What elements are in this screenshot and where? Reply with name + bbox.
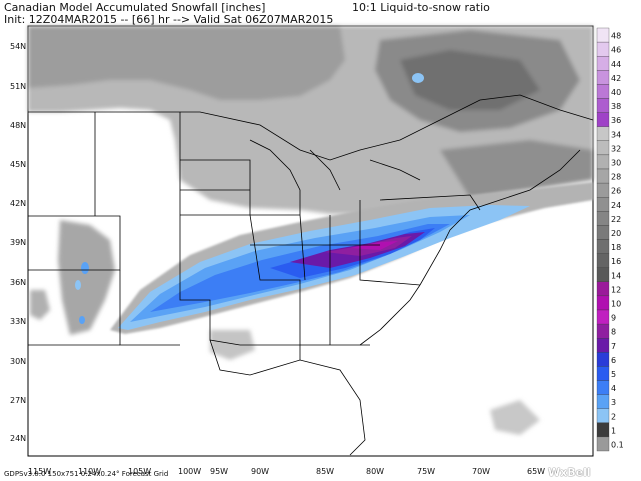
- colorbar-label: 36: [611, 116, 621, 125]
- colorbar-swatch: [596, 197, 610, 212]
- colorbar-label: 40: [611, 88, 621, 97]
- snow-band: [110, 182, 593, 334]
- lon-label: 80W: [366, 467, 384, 476]
- lon-label: 115W: [28, 467, 51, 476]
- colorbar-label: 30: [611, 158, 621, 167]
- lon-label: 90W: [251, 467, 269, 476]
- colorbar-label: 6: [611, 356, 616, 365]
- lat-label: 45N: [10, 160, 26, 169]
- lon-label: 95W: [210, 467, 228, 476]
- mountain-snow: [75, 73, 424, 324]
- colorbar-swatch: [596, 352, 610, 367]
- longitude-labels: 115W 110W 105W 100W 95W 90W 85W 80W 75W …: [28, 467, 545, 476]
- colorbar-swatch: [596, 154, 610, 170]
- lat-label: 27N: [10, 396, 26, 405]
- colorbar-label: 28: [611, 173, 621, 182]
- colorbar-label: 34: [611, 130, 621, 139]
- map-title: Canadian Model Accumulated Snowfall [inc…: [4, 1, 266, 14]
- colorbar-swatch: [596, 41, 610, 57]
- lon-label: 70W: [472, 467, 490, 476]
- lon-label: 110W: [78, 467, 101, 476]
- colorbar-swatch: [596, 70, 610, 85]
- colorbar-swatch: [596, 338, 610, 353]
- colorbar-swatch: [596, 267, 610, 282]
- colorbar-swatch: [596, 436, 610, 452]
- colorbar-swatch: [596, 126, 610, 141]
- colorbar-swatch: [596, 168, 610, 184]
- colorbar-swatch: [596, 295, 610, 311]
- colorbar-swatch: [596, 140, 610, 156]
- colorbar-swatch: [596, 225, 610, 240]
- colorbar-swatch: [596, 422, 610, 438]
- lat-label: 30N: [10, 357, 26, 366]
- colorbar-swatch: [596, 253, 610, 268]
- colorbar-label: 18: [611, 243, 621, 252]
- colorbar-swatch: [596, 182, 610, 198]
- colorbar-label: 26: [611, 187, 621, 196]
- lon-label: 105W: [128, 467, 151, 476]
- colorbar-swatch: [596, 98, 610, 113]
- colorbar-swatch: [596, 239, 610, 254]
- colorbar-label: 5: [611, 370, 616, 379]
- lat-label: 33N: [10, 317, 26, 326]
- colorbar-label: 16: [611, 257, 621, 266]
- lat-label: 51N: [10, 82, 26, 91]
- lon-label: 65W: [527, 467, 545, 476]
- snowfall-shading: [28, 26, 593, 435]
- lat-label: 48N: [10, 121, 26, 130]
- lat-label: 42N: [10, 199, 26, 208]
- colorbar-label: 14: [611, 271, 621, 280]
- colorbar-label: 22: [611, 215, 621, 224]
- colorbar-label: 3: [611, 398, 616, 407]
- colorbar-label: 42: [611, 74, 621, 83]
- colorbar-label: 20: [611, 229, 621, 238]
- colorbar-label: 12: [611, 285, 621, 294]
- colorbar-label: 48: [611, 32, 621, 41]
- ratio-label: 10:1 Liquid-to-snow ratio: [352, 1, 490, 14]
- colorbar-swatch: [596, 408, 610, 423]
- colorbar-label: 9: [611, 314, 616, 323]
- colorbar-label: 32: [611, 144, 621, 153]
- colorbar-label: 24: [611, 201, 621, 210]
- lat-label: 54N: [10, 42, 26, 51]
- lat-label: 24N: [10, 434, 26, 443]
- colorbar-swatch: [596, 112, 610, 127]
- colorbar-swatch: [596, 211, 610, 226]
- colorbar-swatch: [596, 27, 610, 43]
- lat-label: 36N: [10, 278, 26, 287]
- lon-label: 100W: [178, 467, 201, 476]
- latitude-labels: 54N 51N 48N 45N 42N 39N 36N 33N 30N 27N …: [10, 42, 26, 443]
- colorbar-label: 44: [611, 60, 621, 69]
- colorbar-label: 46: [611, 46, 621, 55]
- grid-info: GDPSv3.0.0 150x751 0.24x0.24° Forecast G…: [4, 470, 169, 478]
- colorbar-swatch: [596, 366, 610, 381]
- colorbar-swatch: [596, 380, 610, 395]
- colorbar-label: 4: [611, 384, 616, 393]
- colorbar-label: 8: [611, 328, 616, 337]
- colorbar-swatch: [596, 56, 610, 71]
- colorbar-label: 7: [611, 342, 616, 351]
- colorbar-label: 0.1: [611, 440, 624, 449]
- colorbar-swatch: [596, 309, 610, 325]
- colorbar-label: 10: [611, 299, 621, 308]
- colorbar-swatch: [596, 84, 610, 99]
- colorbar-swatch: [596, 281, 610, 297]
- colorbar-label: 2: [611, 412, 616, 421]
- lon-label: 85W: [316, 467, 334, 476]
- colorbar-swatch: [596, 394, 610, 409]
- lat-label: 39N: [10, 238, 26, 247]
- boundaries: [28, 94, 594, 456]
- brand-logo: WxBell: [548, 466, 591, 479]
- lon-label: 75W: [417, 467, 435, 476]
- init-valid-label: Init: 12Z04MAR2015 -- [66] hr --> Valid …: [4, 13, 334, 26]
- colorbar-swatch: [596, 323, 610, 339]
- colorbar-label: 38: [611, 102, 621, 111]
- colorbar-label: 1: [611, 426, 616, 435]
- colorbar: 4846444240383634323028262422201816141210…: [596, 27, 624, 452]
